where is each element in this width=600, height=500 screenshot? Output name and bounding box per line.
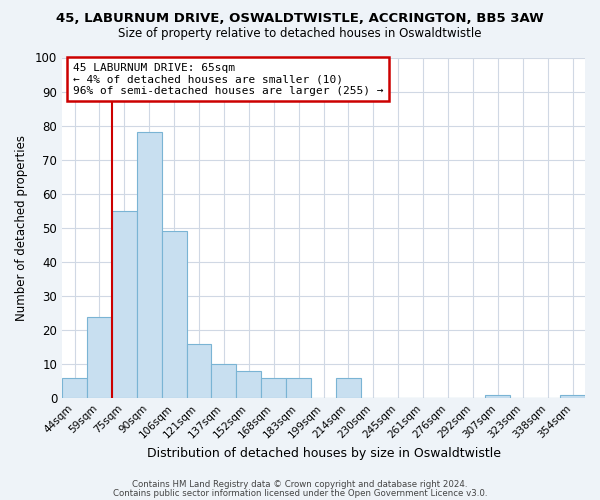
- Text: Contains public sector information licensed under the Open Government Licence v3: Contains public sector information licen…: [113, 488, 487, 498]
- Text: 45 LABURNUM DRIVE: 65sqm
← 4% of detached houses are smaller (10)
96% of semi-de: 45 LABURNUM DRIVE: 65sqm ← 4% of detache…: [73, 62, 383, 96]
- Bar: [261, 378, 286, 398]
- Bar: [485, 395, 510, 398]
- Bar: [336, 378, 361, 398]
- X-axis label: Distribution of detached houses by size in Oswaldtwistle: Distribution of detached houses by size …: [146, 447, 500, 460]
- Bar: [211, 364, 236, 398]
- Bar: [161, 232, 187, 398]
- Text: 45, LABURNUM DRIVE, OSWALDTWISTLE, ACCRINGTON, BB5 3AW: 45, LABURNUM DRIVE, OSWALDTWISTLE, ACCRI…: [56, 12, 544, 26]
- Bar: [62, 378, 87, 398]
- Bar: [137, 132, 161, 398]
- Bar: [286, 378, 311, 398]
- Bar: [112, 211, 137, 398]
- Bar: [87, 316, 112, 398]
- Text: Contains HM Land Registry data © Crown copyright and database right 2024.: Contains HM Land Registry data © Crown c…: [132, 480, 468, 489]
- Bar: [187, 344, 211, 399]
- Y-axis label: Number of detached properties: Number of detached properties: [15, 135, 28, 321]
- Bar: [560, 395, 585, 398]
- Bar: [236, 371, 261, 398]
- Text: Size of property relative to detached houses in Oswaldtwistle: Size of property relative to detached ho…: [118, 28, 482, 40]
